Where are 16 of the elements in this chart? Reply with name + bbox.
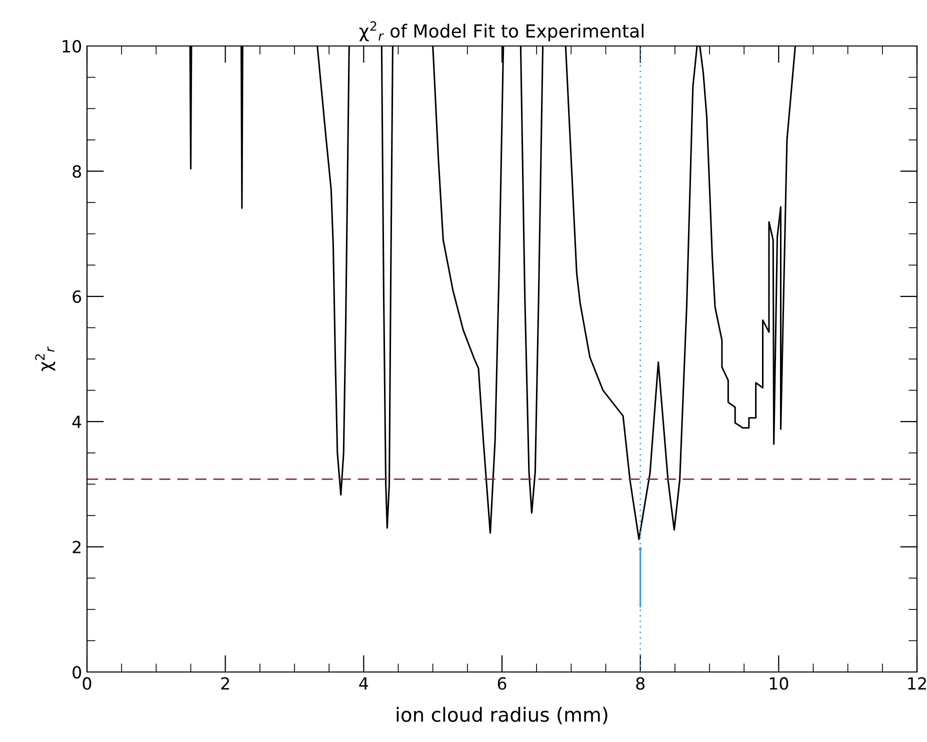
x-tick-label: 0 bbox=[82, 677, 92, 690]
x-tick-label: 4 bbox=[359, 677, 368, 690]
x-tick-label: 2 bbox=[221, 677, 229, 690]
x-tick-label: 6 bbox=[498, 677, 506, 690]
chart-title: χ$^{2}$$_{r}$ of Model Fit to Experimental bbox=[359, 21, 644, 42]
y-tick-label: 6 bbox=[72, 290, 82, 303]
y-tick-label: 10 bbox=[62, 40, 82, 53]
y-tick-label: 8 bbox=[72, 165, 81, 178]
x-axis-title: ion cloud radius (mm) bbox=[396, 706, 608, 724]
y-tick-label: 4 bbox=[72, 416, 82, 428]
y-axis-title: χ$^{2}$$_{r}$ bbox=[35, 346, 56, 372]
x-tick-label: 12 bbox=[908, 677, 926, 690]
y-tick-label: 0 bbox=[72, 666, 82, 679]
x-tick-label: 8 bbox=[636, 677, 644, 690]
y-tick-label: 2 bbox=[72, 540, 80, 554]
x-tick-label: 10 bbox=[770, 677, 788, 690]
